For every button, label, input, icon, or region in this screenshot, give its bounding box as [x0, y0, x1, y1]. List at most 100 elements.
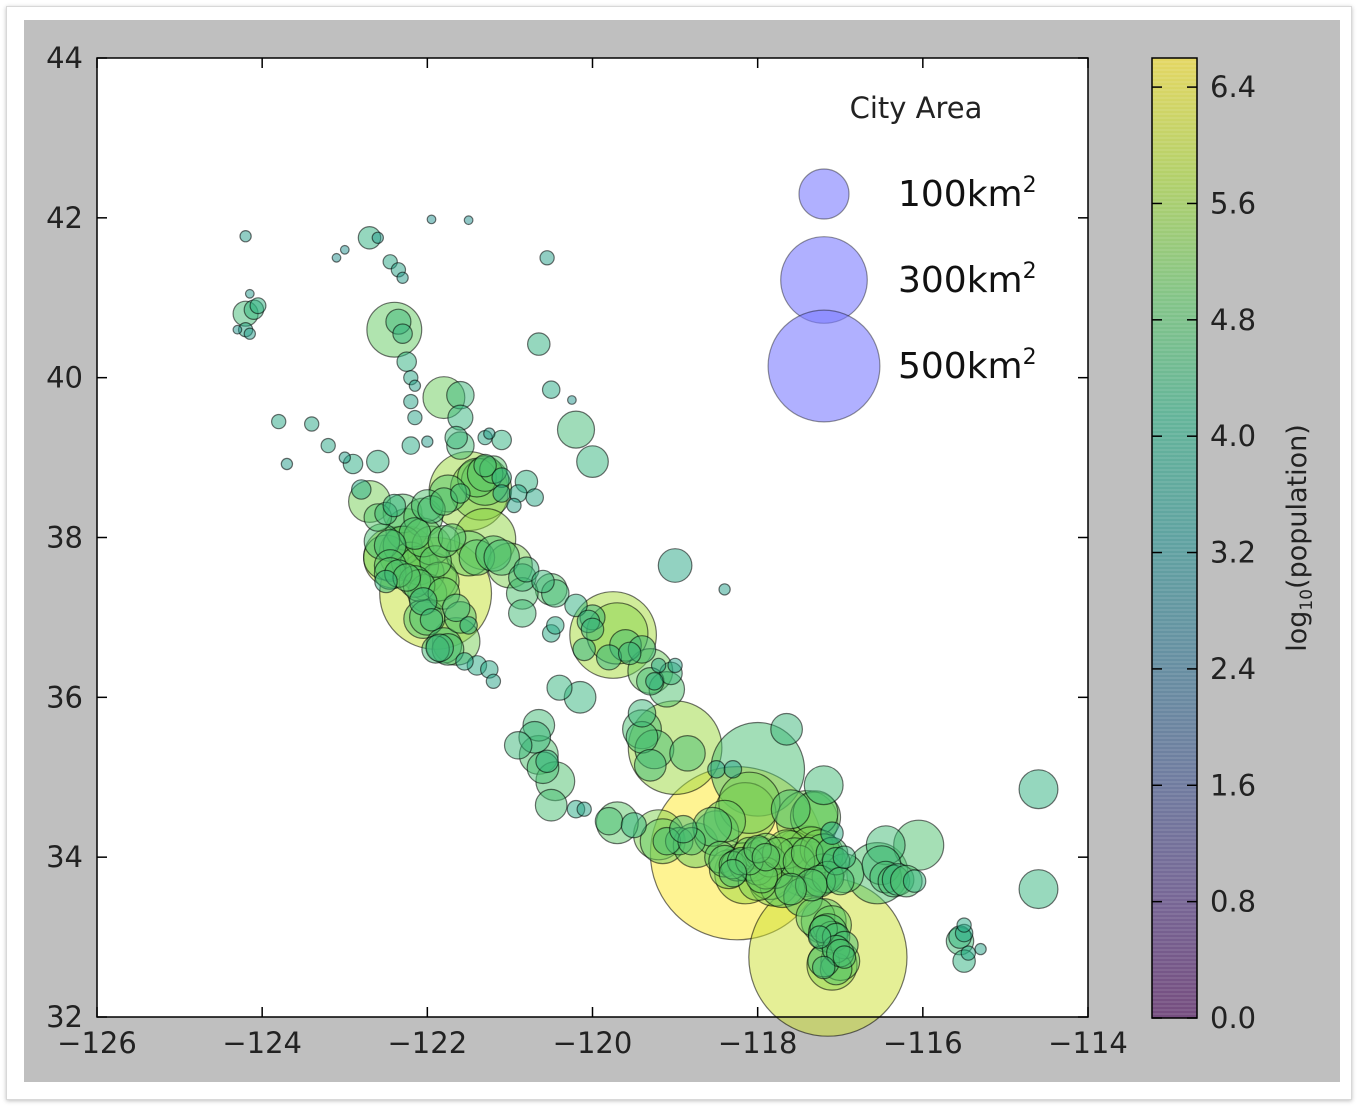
- colorbar-tick-label: 3.2: [1210, 536, 1256, 570]
- city-point: [425, 633, 454, 663]
- city-point: [403, 393, 419, 410]
- size-legend: City Area 100km2 300km2 500km2: [767, 91, 1037, 423]
- y-tick-label: 34: [46, 840, 83, 874]
- city-point: [421, 435, 434, 448]
- city-point: [392, 563, 421, 592]
- city-point: [1018, 869, 1059, 910]
- city-point: [426, 214, 437, 225]
- city-point: [507, 599, 537, 628]
- y-axis: 32 34 36 38 40 42 44: [46, 41, 1088, 1034]
- city-point: [534, 788, 568, 822]
- city-point: [633, 748, 667, 782]
- city-point: [657, 548, 693, 583]
- colorbar-tick-label: 0.8: [1210, 885, 1256, 919]
- city-point: [531, 569, 555, 594]
- legend-marker: [798, 168, 850, 220]
- city-point: [396, 271, 409, 284]
- city-point: [444, 425, 468, 450]
- city-point: [707, 759, 726, 779]
- city-point: [770, 712, 803, 746]
- city-point: [541, 380, 561, 399]
- y-tick-label: 42: [46, 201, 83, 235]
- colorbar-gradient: [1152, 58, 1197, 1018]
- y-tick-label: 40: [46, 361, 83, 395]
- city-point: [832, 845, 857, 869]
- city-point: [232, 324, 243, 335]
- city-point: [956, 917, 972, 933]
- legend-label: 100km2: [898, 173, 1037, 215]
- city-point: [669, 734, 706, 772]
- city-point: [825, 866, 855, 896]
- city-point: [396, 351, 417, 372]
- city-point: [572, 637, 596, 662]
- city-point: [401, 436, 421, 455]
- x-tick-label: −118: [718, 1026, 798, 1060]
- city-point: [974, 942, 987, 956]
- city-point: [811, 955, 836, 980]
- city-point: [473, 453, 497, 478]
- city-point: [371, 231, 384, 244]
- city-point: [244, 288, 255, 299]
- city-point: [408, 379, 422, 392]
- y-tick-label: 32: [46, 1000, 83, 1034]
- y-tick-label: 36: [46, 680, 83, 714]
- city-point: [595, 644, 623, 671]
- city-point: [271, 413, 287, 430]
- city-point: [419, 607, 444, 632]
- city-point: [280, 457, 294, 471]
- colorbar-tick-label: 4.0: [1210, 419, 1256, 453]
- city-point: [718, 583, 731, 596]
- city-point: [617, 641, 642, 666]
- city-point: [564, 593, 588, 618]
- legend-label: 500km2: [898, 345, 1037, 387]
- city-point: [668, 814, 698, 844]
- city-point: [820, 821, 844, 845]
- colorbar-tick-label: 4.8: [1210, 303, 1256, 337]
- city-point: [492, 484, 511, 503]
- city-point: [1018, 769, 1059, 810]
- bubble-layer: [232, 214, 1059, 1037]
- city-point: [770, 789, 811, 830]
- city-point: [447, 404, 474, 431]
- city-point: [483, 427, 496, 440]
- colorbar-tick-label: 6.4: [1210, 70, 1256, 104]
- city-point: [437, 523, 467, 552]
- legend-title: City Area: [850, 91, 983, 125]
- city-point: [525, 488, 544, 507]
- legend-label: 300km2: [898, 259, 1037, 301]
- x-tick-label: −114: [1048, 1026, 1128, 1060]
- colorbar-tick-label: 0.0: [1210, 1001, 1256, 1035]
- city-point: [539, 250, 555, 266]
- city-point: [441, 593, 471, 623]
- x-tick-label: −116: [883, 1026, 963, 1060]
- city-point: [331, 252, 342, 263]
- city-point: [503, 730, 533, 760]
- x-tick-label: −120: [553, 1026, 633, 1060]
- city-point: [459, 616, 478, 635]
- city-point: [576, 801, 592, 817]
- city-point: [556, 410, 596, 449]
- x-tick-label: −126: [57, 1026, 137, 1060]
- colorbar: 0.0 0.8 1.6 2.4 3.2 4.0 4.8 5.6 6.4 log10(popula…: [1151, 57, 1317, 1035]
- x-tick-label: −122: [388, 1026, 468, 1060]
- city-point: [567, 395, 577, 405]
- colorbar-frame: [1151, 57, 1198, 1019]
- city-point: [513, 556, 540, 583]
- city-point: [249, 297, 267, 315]
- city-point: [576, 445, 609, 479]
- city-point: [338, 451, 351, 464]
- city-point: [620, 812, 647, 839]
- city-point: [350, 479, 372, 500]
- city-point: [803, 765, 844, 806]
- city-point: [774, 872, 808, 906]
- city-point: [594, 806, 624, 836]
- colorbar-tick-label: 1.6: [1210, 768, 1256, 802]
- y-tick-label: 38: [46, 521, 83, 555]
- city-point: [535, 749, 559, 774]
- legend-marker: [767, 309, 881, 423]
- city-point: [546, 674, 573, 701]
- city-point: [374, 569, 398, 594]
- city-point: [239, 229, 252, 243]
- city-point: [807, 925, 832, 949]
